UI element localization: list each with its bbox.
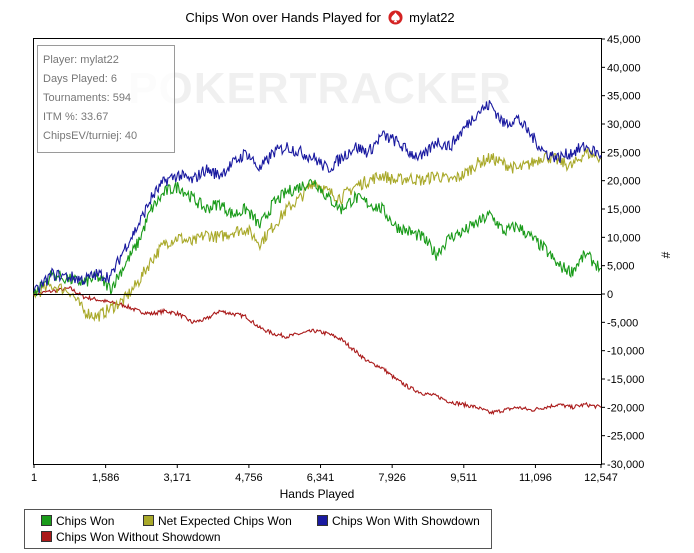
- plot-area-border: [33, 38, 602, 465]
- y-tick-label: 15,000: [607, 204, 641, 216]
- series-line-chips-won-with-showdown: [33, 100, 602, 294]
- series-line-chips-won-without-showdown: [33, 285, 602, 416]
- legend-item-chips-won[interactable]: Chips Won: [41, 513, 114, 529]
- x-tick-label: 1,586: [92, 472, 120, 484]
- x-axis: 1 1,586 3,171 4,756 6,341 7,926 9,511 11,096 12,…: [31, 464, 618, 484]
- y-tick-label: 0: [607, 289, 613, 301]
- legend-item-without-showdown[interactable]: Chips Won Without Showdown: [41, 529, 221, 545]
- y-tick-label: -10,000: [607, 346, 644, 358]
- watermark-text: POKERTRACKER: [128, 64, 512, 113]
- x-tick-label: 1: [31, 472, 37, 484]
- series-line-net-expected-chips-won: [33, 148, 602, 322]
- y-tick-label: -5,000: [607, 317, 638, 329]
- y-tick-label: -25,000: [607, 431, 644, 443]
- x-tick-label: 4,756: [235, 472, 263, 484]
- y-tick-label: -15,000: [607, 374, 644, 386]
- y-tick-label: -30,000: [607, 459, 644, 471]
- x-tick-label: 7,926: [378, 472, 406, 484]
- legend-label-net-expected: Net Expected Chips Won: [158, 514, 292, 528]
- watermark: POKERTRACKER: [128, 64, 512, 113]
- legend-item-net-expected[interactable]: Net Expected Chips Won: [143, 513, 292, 529]
- x-tick-label: 6,341: [307, 472, 335, 484]
- legend-label-chips-won: Chips Won: [56, 514, 115, 528]
- y-tick-label: 35,000: [607, 91, 641, 103]
- y-tick-label: 10,000: [607, 232, 641, 244]
- y-tick-label: 20,000: [607, 176, 641, 188]
- info-chipsev: ChipsEV/turniej: 40: [43, 130, 138, 142]
- y-axis-title: #: [659, 251, 673, 258]
- series-line-chips-won: [33, 178, 602, 297]
- legend-swatch-net-expected: [143, 515, 154, 526]
- x-tick-label: 3,171: [163, 472, 191, 484]
- x-axis-title: Hands Played: [280, 487, 355, 501]
- chart-title-player: mylat22: [409, 10, 455, 25]
- y-tick-label: 25,000: [607, 147, 641, 159]
- chart-title-prefix: Chips Won over Hands Played for: [185, 10, 381, 25]
- legend-swatch-chips-won: [41, 515, 52, 526]
- chart-legend: Chips Won Net Expected Chips Won Chips W…: [24, 509, 492, 549]
- info-player: Player: mylat22: [43, 54, 119, 66]
- y-tick-label: 40,000: [607, 62, 641, 74]
- legend-swatch-with-showdown: [317, 515, 328, 526]
- info-itm: ITM %: 33.67: [43, 111, 109, 123]
- legend-swatch-without-showdown: [41, 531, 52, 542]
- y-tick-label: 45,000: [607, 34, 641, 46]
- y-tick-label: -20,000: [607, 402, 644, 414]
- player-info-box: Player: mylat22 Days Played: 6 Tournamen…: [37, 45, 175, 153]
- pokerstars-spade-icon: [387, 10, 403, 25]
- y-axis: 45,000 40,000 35,000 30,000 25,000 20,000 15,0…: [601, 34, 644, 471]
- x-tick-label: 11,096: [519, 472, 552, 484]
- legend-label-without-showdown: Chips Won Without Showdown: [56, 530, 221, 544]
- y-tick-label: 30,000: [607, 119, 641, 131]
- legend-item-with-showdown[interactable]: Chips Won With Showdown: [317, 513, 480, 529]
- legend-label-with-showdown: Chips Won With Showdown: [332, 514, 480, 528]
- series-layer: [33, 100, 602, 416]
- chart-title: Chips Won over Hands Played for mylat22: [0, 10, 640, 25]
- x-tick-label: 12,547: [584, 472, 618, 484]
- x-tick-label: 9,511: [450, 472, 477, 484]
- info-tournaments: Tournaments: 594: [43, 92, 132, 104]
- info-days-played: Days Played: 6: [43, 73, 117, 85]
- y-tick-label: 5,000: [607, 261, 635, 273]
